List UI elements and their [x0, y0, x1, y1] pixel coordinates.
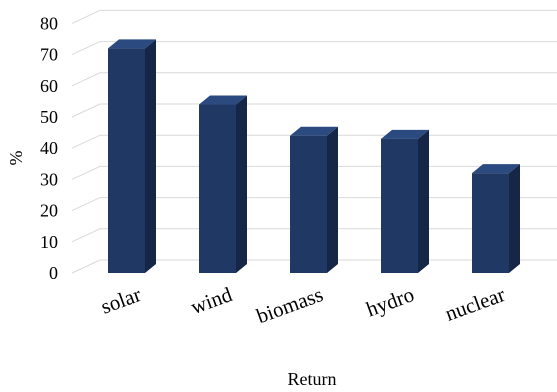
bar-side: [509, 164, 520, 273]
y-axis-ticks: 0 10 20 30 40 50 60 70 80: [40, 13, 58, 283]
bar-wind: [199, 95, 247, 274]
gridline: [71, 9, 557, 24]
y-tick-label: 70: [40, 45, 58, 65]
bar-top: [381, 129, 429, 139]
bar-front: [381, 138, 418, 273]
bar-front: [472, 173, 509, 273]
y-tick-label: 10: [40, 232, 58, 252]
y-tick-label: 20: [40, 201, 58, 221]
y-tick-label: 0: [49, 263, 58, 283]
y-tick-label: 60: [40, 76, 58, 96]
x-axis-label: Return: [288, 369, 337, 389]
bar-top: [108, 39, 156, 49]
x-tick-label: hydro: [363, 282, 417, 321]
bar-side: [145, 39, 156, 273]
bar-front: [108, 48, 145, 273]
y-tick-label: 80: [40, 13, 58, 33]
bar-side: [236, 95, 247, 274]
y-tick-label: 50: [40, 107, 58, 127]
bar-front: [290, 135, 327, 273]
x-tick-label: biomass: [253, 282, 326, 328]
bar-side: [418, 129, 429, 273]
bar-front: [199, 104, 236, 274]
bar-top: [199, 95, 247, 105]
y-axis-label: %: [6, 151, 26, 166]
bar-top: [472, 164, 520, 174]
bars: [108, 39, 520, 274]
x-axis-ticks: solar wind biomass hydro nuclear: [98, 282, 509, 328]
bar-solar: [108, 39, 156, 273]
gridline: [71, 103, 557, 118]
gridlines: [71, 9, 557, 274]
gridline: [71, 41, 557, 56]
x-tick-label: nuclear: [442, 282, 508, 326]
x-tick-label: solar: [98, 282, 145, 319]
y-tick-label: 40: [40, 138, 58, 158]
gridline: [71, 72, 557, 87]
bar-top: [290, 126, 338, 136]
bar-hydro: [381, 129, 429, 273]
x-tick-label: wind: [188, 282, 236, 319]
bar-side: [327, 126, 338, 273]
y-tick-label: 30: [40, 169, 58, 189]
bar-biomass: [290, 126, 338, 273]
bar-nuclear: [472, 164, 520, 273]
